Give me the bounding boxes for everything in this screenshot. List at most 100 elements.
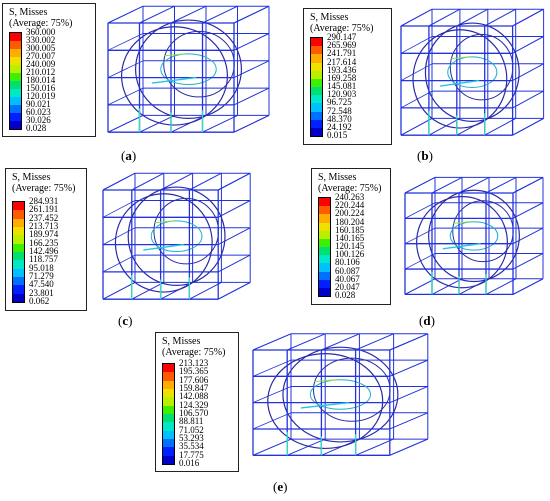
frame-member (217, 254, 251, 273)
frame-member (139, 114, 175, 133)
legend-value: 177.606 (179, 374, 209, 385)
legend-value: 265.969 (327, 40, 357, 51)
frame-member (107, 33, 144, 51)
caption-close: ) (283, 479, 288, 494)
caption-open: ( (118, 313, 123, 328)
caption-letter: a (125, 148, 132, 163)
frame-member (102, 172, 136, 191)
color-band (10, 121, 21, 130)
color-band (319, 255, 330, 264)
legend-title: S, Misses (12, 172, 51, 183)
caption-c: (c) (118, 313, 132, 329)
legend-value: 237.452 (29, 212, 59, 223)
frame-member (233, 114, 270, 133)
ring-member (127, 186, 226, 286)
color-band (163, 380, 174, 390)
frame-member (287, 438, 326, 456)
color-band (319, 287, 330, 297)
frame-member (139, 5, 175, 24)
frame-member (233, 87, 270, 106)
frame-model-c (102, 172, 251, 300)
caption-letter: d (423, 313, 431, 328)
color-band (163, 397, 174, 406)
panel-e: S, Misses (Average: 75%) 213.123 195.365 1… (140, 330, 440, 501)
frame-member (107, 87, 144, 106)
legend-subtitle: (Average: 75%) (310, 23, 374, 34)
panel-b: S, Misses (Average: 75%) 290.147 265.969 2… (275, 0, 550, 170)
frame-member (355, 438, 394, 456)
caption-close: ) (428, 148, 433, 163)
color-band (319, 198, 330, 207)
legend-title: S, Misses (310, 12, 349, 23)
legend-e: S, Misses (Average: 75%) 213.123 195.365 1… (155, 332, 239, 472)
color-band (10, 49, 21, 58)
legend-value: 90.021 (26, 99, 51, 109)
legend-value: 106.570 (179, 408, 209, 418)
color-band (311, 38, 322, 47)
legend-value: 53.293 (179, 433, 204, 443)
legend-value: 142.088 (179, 391, 209, 402)
frame-member (233, 60, 270, 79)
color-band (10, 73, 21, 82)
legend-value: 240.009 (26, 59, 56, 69)
legend-value: 80.106 (335, 257, 360, 268)
color-band (13, 268, 24, 278)
frame-member (400, 90, 433, 109)
frame-member (389, 359, 428, 377)
caption-d: (d) (419, 313, 435, 329)
frame-member (404, 227, 436, 245)
color-band (13, 293, 24, 303)
caption-open: ( (417, 148, 422, 163)
frame-member (428, 117, 461, 136)
frame-model-b (400, 8, 545, 136)
legend-value: 140.165 (335, 232, 365, 243)
frame-member (451, 56, 471, 60)
ring-member (447, 56, 498, 88)
legend-value: 360.000 (26, 27, 56, 37)
legend-value: 159.847 (179, 383, 209, 393)
color-band (311, 119, 322, 129)
color-band (311, 62, 322, 71)
frame-member (189, 172, 222, 191)
color-band (163, 422, 174, 431)
frame-member (252, 386, 292, 404)
frame-member (512, 63, 544, 82)
frame-member (355, 333, 394, 351)
legend-value: 166.235 (29, 237, 59, 248)
legend-value: 189.974 (29, 229, 59, 240)
color-band (13, 202, 24, 211)
legend-subtitle: (Average: 75%) (9, 18, 73, 29)
frame-member (389, 385, 428, 404)
color-band (311, 78, 322, 88)
color-band (163, 447, 174, 456)
legend-value: 0.016 (179, 458, 200, 468)
legend-value: 195.365 (179, 366, 209, 377)
legend-value: 330.002 (26, 35, 56, 45)
frame-member (102, 227, 136, 245)
legend-value: 220.244 (335, 200, 365, 211)
legend-title: S, Misses (162, 336, 201, 347)
color-band (319, 214, 330, 223)
ring-member (424, 22, 520, 122)
color-band (13, 227, 24, 236)
color-band (10, 41, 21, 50)
frame-member (512, 36, 544, 54)
ring-member (309, 379, 371, 410)
legend-value: 241.791 (327, 48, 357, 59)
legend-c: S, Misses (Average: 75%) 284.931 261.191 2… (5, 168, 87, 311)
legend-value: 24.192 (327, 121, 352, 132)
frame-member (131, 172, 165, 191)
frame-member (217, 227, 251, 246)
frame-member (442, 243, 481, 250)
legend-value: 100.126 (335, 249, 365, 260)
caption-open: ( (121, 148, 126, 163)
frame-member (217, 200, 251, 218)
legend-value: 48.370 (327, 113, 352, 124)
color-band (10, 81, 21, 90)
legend-value: 96.725 (327, 97, 352, 108)
legend-value: 180.204 (335, 216, 365, 227)
ring-member (416, 195, 508, 289)
legend-value: 120.903 (327, 89, 357, 100)
caption-a: (a) (121, 148, 136, 164)
ring-member (428, 189, 520, 283)
